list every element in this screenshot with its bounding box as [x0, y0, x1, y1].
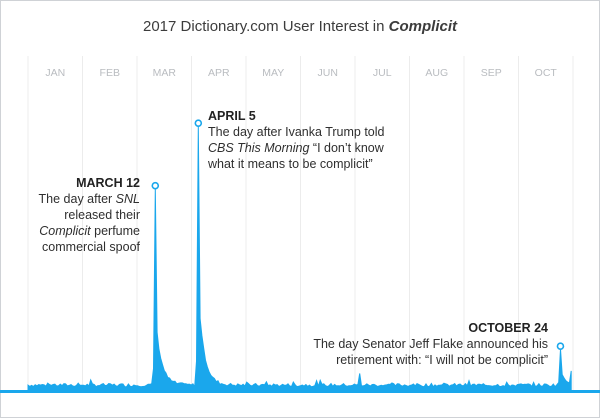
- annotation-date: APRIL 5: [208, 109, 256, 123]
- month-tick-label: FEB: [100, 67, 120, 79]
- spike-marker: [151, 181, 160, 190]
- month-tick-label: OCT: [535, 67, 558, 79]
- annotation-date: MARCH 12: [76, 176, 140, 190]
- annotation-text: perfume: [90, 224, 140, 238]
- annotation-line: released their: [0, 207, 140, 223]
- annotation-line: The day after SNL: [0, 191, 140, 207]
- interest-area: [27, 126, 572, 391]
- annotation-line: commercial spoof: [0, 239, 140, 255]
- baseline-band: [0, 390, 600, 393]
- spike-marker: [194, 119, 203, 127]
- annotation-text: “I don’t know: [309, 141, 384, 155]
- annotation-text: retirement with: “I will not be complici…: [336, 353, 548, 367]
- annotation-text: CBS This Morning: [208, 141, 310, 155]
- annotation-text: SNL: [115, 192, 140, 206]
- annotation-october: OCTOBER 24 The day Senator Jeff Flake ann…: [290, 320, 548, 368]
- annotation-text: The day after Ivanka Trump told: [208, 125, 385, 139]
- annotation-text: released their: [64, 208, 140, 222]
- annotation-line: CBS This Morning “I don’t know: [208, 140, 418, 156]
- annotation-line: The day after Ivanka Trump told: [208, 124, 418, 140]
- annotation-text: what it means to be complicit”: [208, 157, 373, 171]
- month-tick-label: MAY: [262, 67, 284, 79]
- chart-title: 2017 Dictionary.com User Interest in Com…: [0, 18, 600, 35]
- annotation-march: MARCH 12 The day after SNL released their C…: [0, 175, 140, 255]
- chart-title-prefix: 2017 Dictionary.com User Interest in: [143, 18, 389, 35]
- month-tick-label: JUN: [318, 67, 338, 79]
- annotation-text: Complicit: [39, 224, 91, 238]
- annotation-line: what it means to be complicit”: [208, 156, 418, 172]
- annotation-date: OCTOBER 24: [468, 321, 548, 335]
- annotation-text: The day Senator Jeff Flake announced his: [313, 337, 548, 351]
- annotation-line: Complicit perfume: [0, 223, 140, 239]
- month-tick-label: AUG: [425, 67, 448, 79]
- chart-title-emphasis: Complicit: [388, 18, 457, 35]
- month-tick-label: JUL: [373, 67, 392, 79]
- spike-marker: [556, 342, 565, 351]
- month-tick-label: APR: [208, 67, 230, 79]
- annotation-line: retirement with: “I will not be complici…: [290, 352, 548, 368]
- annotation-text: The day after: [38, 192, 116, 206]
- month-tick-label: SEP: [481, 67, 502, 79]
- annotation-april: APRIL 5 The day after Ivanka Trump told CB…: [208, 108, 418, 172]
- month-tick-label: JAN: [45, 67, 65, 79]
- annotation-line: The day Senator Jeff Flake announced his: [290, 336, 548, 352]
- annotation-text: commercial spoof: [42, 240, 140, 254]
- month-tick-label: MAR: [153, 67, 177, 79]
